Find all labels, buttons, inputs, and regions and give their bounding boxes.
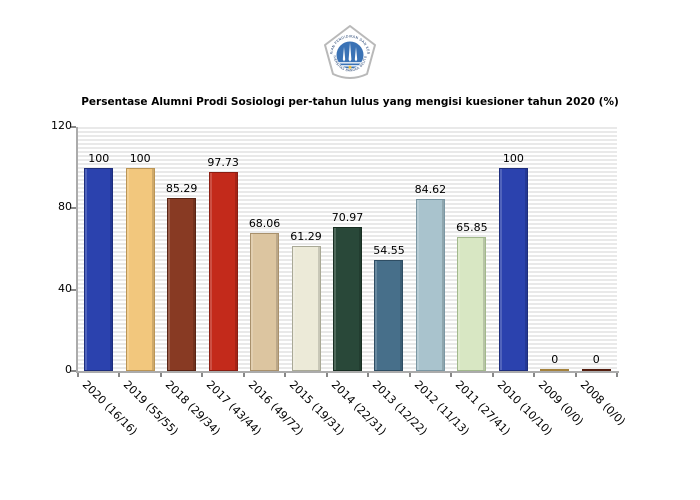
bar-value-label: 61.29 [290,230,322,244]
bar-value-label: 70.97 [331,210,364,224]
x-tick [450,373,453,377]
y-tick-label: 40 [58,281,72,295]
x-tick [491,373,494,377]
bar-value-label: 0 [551,353,559,366]
bar [498,167,528,371]
bar [581,369,611,371]
bar-value-label: 0 [592,353,600,366]
x-tick [408,373,411,377]
bar-value-label: 54.55 [373,244,405,258]
x-tick [201,373,204,377]
x-tick [367,373,370,377]
emblem-accent-dot [348,65,352,69]
bar [167,197,197,371]
x-tick [118,373,121,377]
university-emblem-icon: KEMENTERIAN PENDIDIKAN DAN KEBUDAYAAN UN… [320,21,376,79]
y-tick-label: 80 [58,200,72,214]
bar [250,232,280,371]
x-tick [325,373,328,377]
bar-value-label: 97.73 [207,156,239,170]
bar-value-label: 68.06 [248,216,281,230]
emblem-spears [342,42,358,62]
bar [84,167,114,371]
bar [333,226,362,371]
bar [208,172,238,371]
bar-value-label: 84.62 [414,182,447,196]
y-tick [71,370,76,372]
x-tick [242,373,245,377]
bar [540,369,570,371]
bar-value-label: 65.85 [456,221,488,235]
y-tick [71,288,76,291]
bar [291,246,321,371]
x-tick [574,373,577,377]
x-tick [159,373,162,377]
bar [374,260,404,371]
chart-title: Persentase Alumni Prodi Sosiologi per-ta… [81,96,619,108]
x-category-label: 2008 (0/0) [577,378,628,429]
y-tick [71,207,76,210]
x-axis-line [76,371,619,373]
bar-value-label: 100 [129,151,151,165]
y-tick-label: 0 [65,363,72,376]
x-tick [616,373,618,377]
bar-value-label: 100 [88,151,110,165]
bar [415,198,445,371]
y-tick-label: 120 [51,119,72,132]
x-tick [284,373,287,377]
y-tick [71,126,76,128]
bar-value-label: 85.29 [165,181,198,195]
bar [125,167,155,371]
y-axis-line [76,127,78,373]
bar [457,237,487,371]
university-logo: KEMENTERIAN PENDIDIKAN DAN KEBUDAYAAN UN… [320,21,378,82]
x-tick [77,373,79,377]
bar-value-label: 100 [502,151,524,165]
x-tick [533,373,536,377]
